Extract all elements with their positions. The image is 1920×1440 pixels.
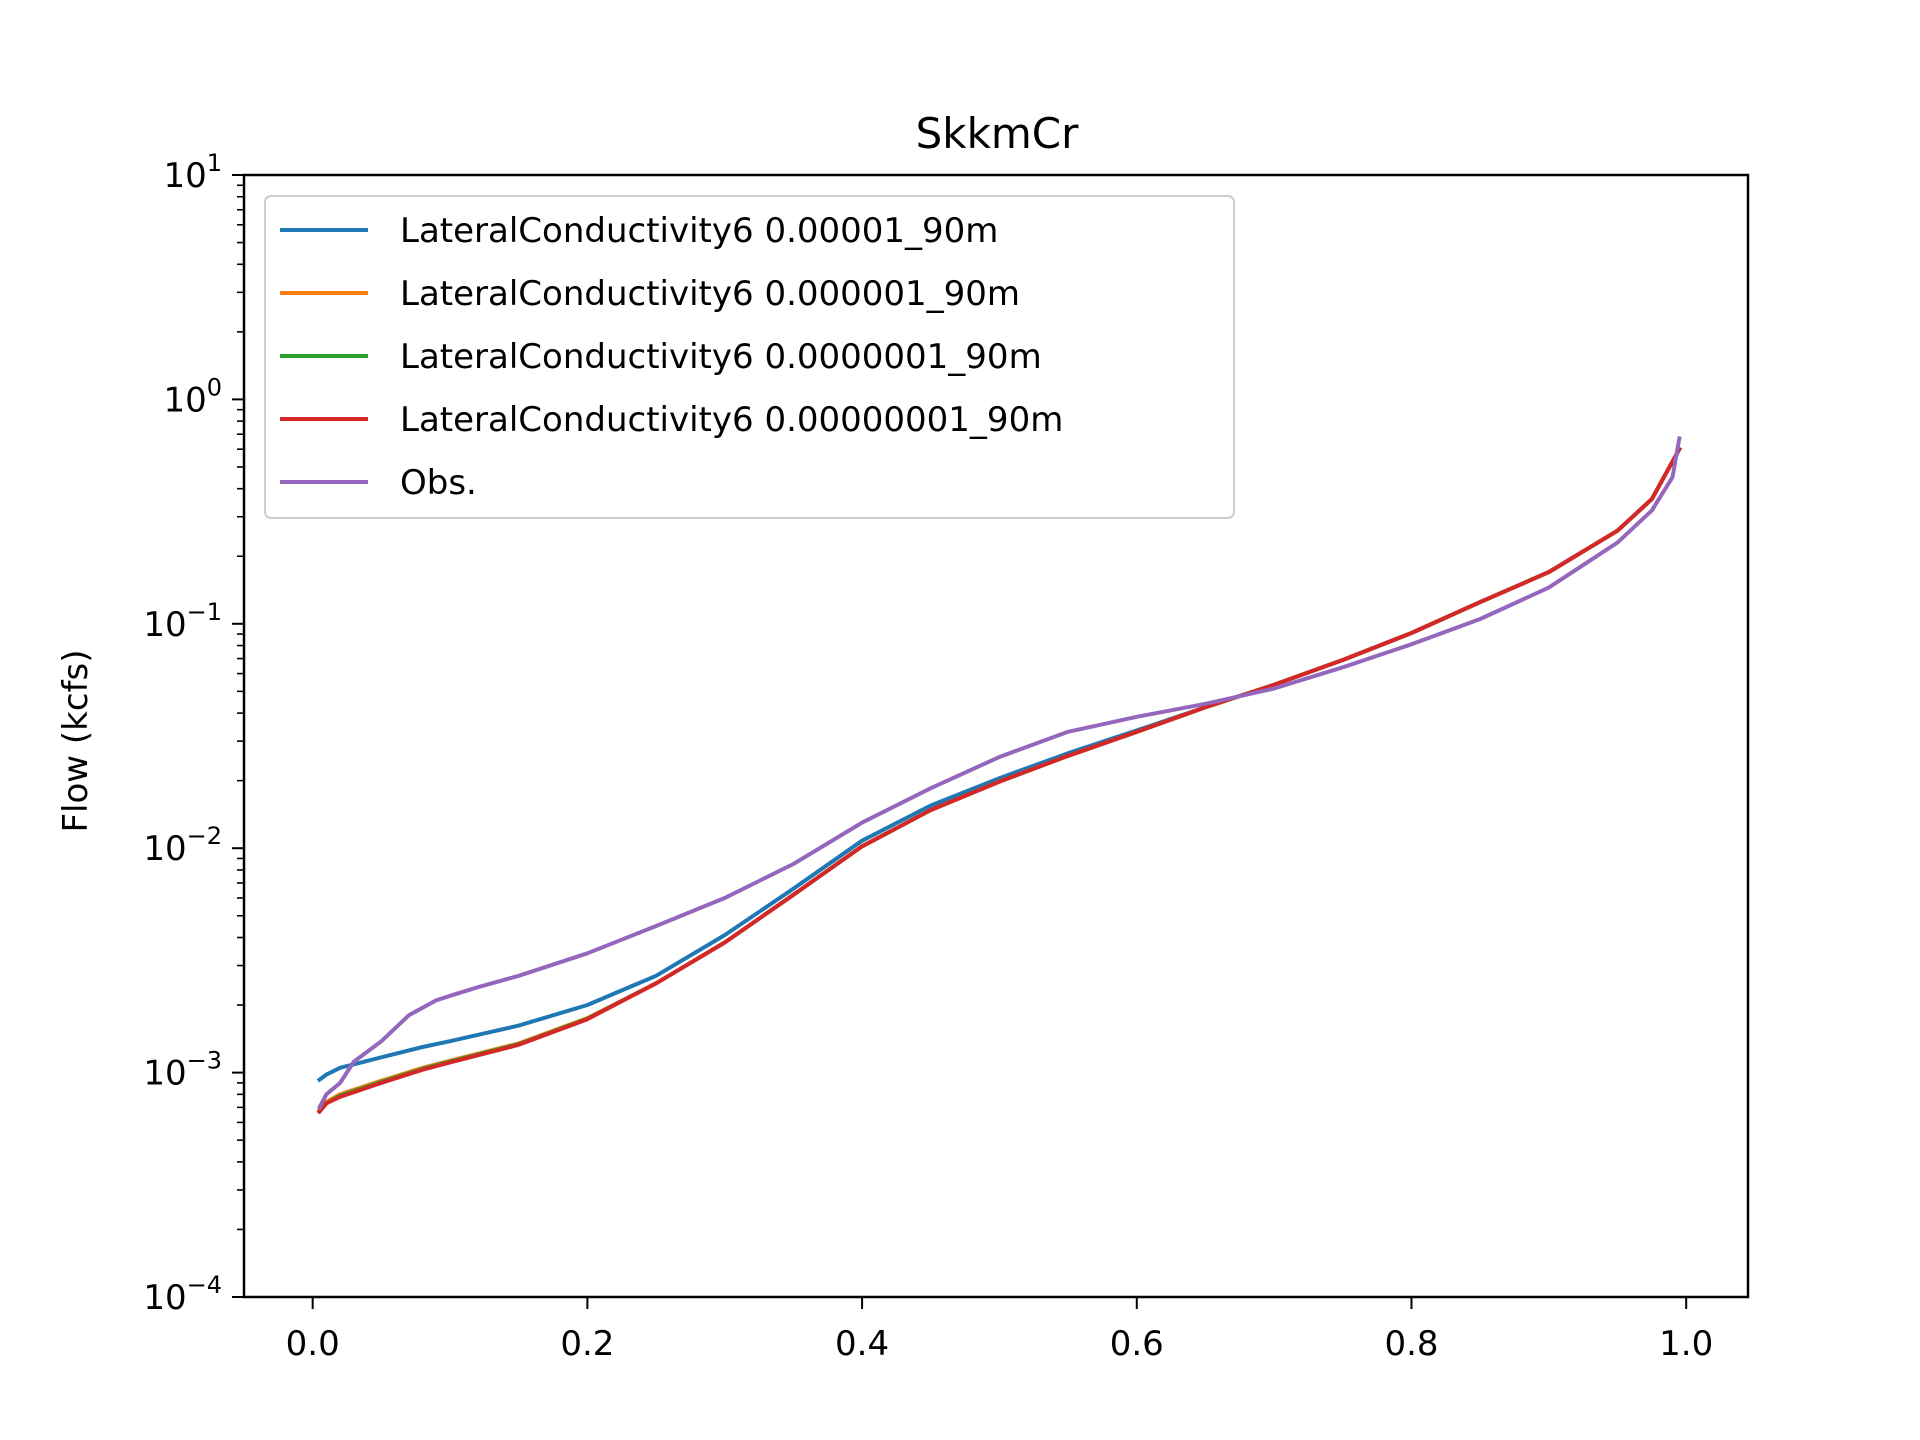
x-tick-label: 0.8 <box>1384 1324 1438 1364</box>
x-tick-label: 0.0 <box>286 1324 340 1364</box>
legend-label: LateralConductivity6 0.000001_90m <box>400 274 1020 314</box>
x-tick-label: 0.4 <box>835 1324 889 1364</box>
y-tick-label: 10−2 <box>143 822 222 869</box>
y-tick-label: 10−1 <box>143 598 222 645</box>
y-tick-label: 10−3 <box>143 1047 222 1094</box>
x-tick-label: 0.2 <box>560 1324 614 1364</box>
x-tick-label: 0.6 <box>1110 1324 1164 1364</box>
legend-label: LateralConductivity6 0.00000001_90m <box>400 400 1063 440</box>
legend-label: Obs. <box>400 463 477 503</box>
y-tick-label: 10−4 <box>143 1271 222 1318</box>
y-tick-label: 100 <box>163 373 222 420</box>
x-tick-label: 1.0 <box>1659 1324 1713 1364</box>
legend-box <box>264 195 1235 519</box>
legend-label: LateralConductivity6 0.00001_90m <box>400 211 998 251</box>
y-axis-label: Flow (kcfs) <box>56 649 96 832</box>
legend-label: LateralConductivity6 0.0000001_90m <box>400 337 1042 377</box>
plot-lines <box>316 436 1683 1115</box>
series-line-5 <box>316 436 1682 1111</box>
plot-frame <box>242 173 1750 1299</box>
chart-title: SkkmCr <box>916 109 1080 158</box>
legend: LateralConductivity6 0.00001_90m LateralC… <box>264 195 1235 519</box>
y-tick-label: 101 <box>163 149 222 196</box>
series-line-4 <box>316 446 1683 1115</box>
axes: 0.0 0.2 0.4 0.6 0.8 1.0 101 100 10−1 10−2 10−3 10−4 <box>143 149 1750 1364</box>
